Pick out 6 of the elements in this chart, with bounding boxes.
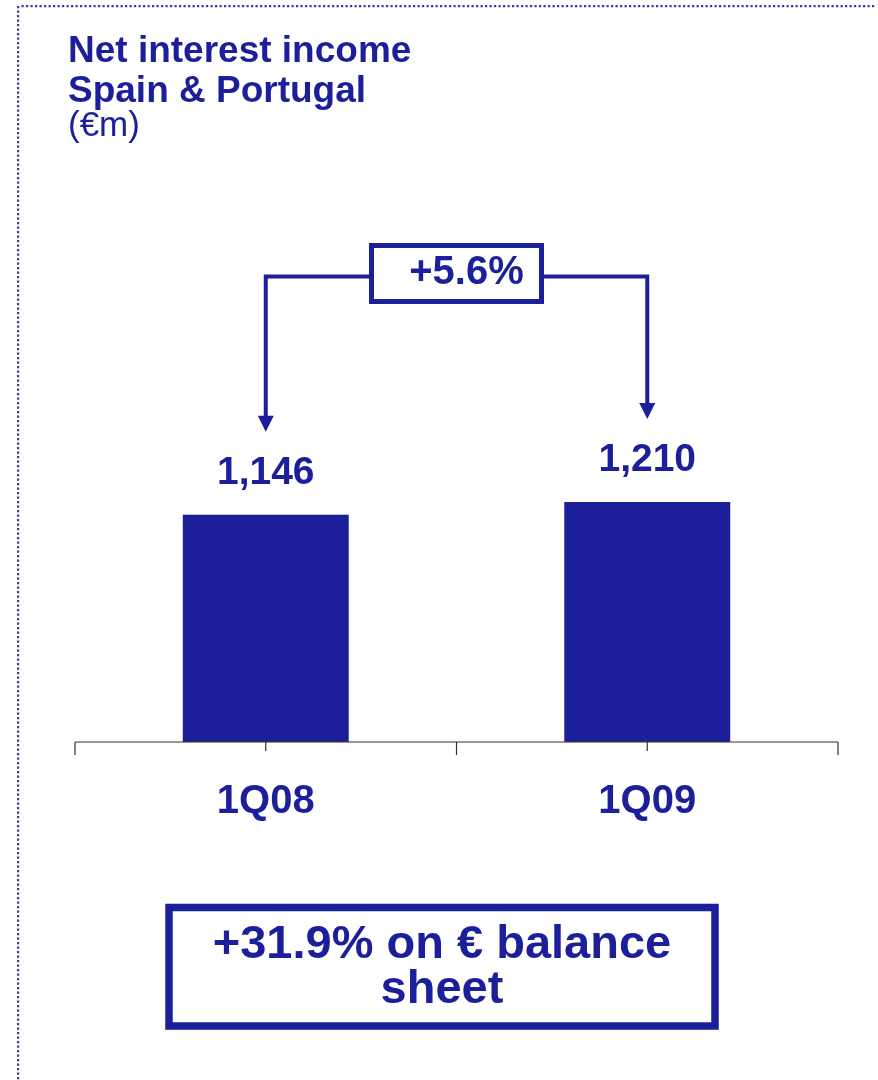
data-label: 1,210	[598, 436, 697, 479]
text: +5.6%	[409, 248, 524, 292]
data-label: 1,146	[216, 448, 315, 492]
x-tick-label: 1Q08	[216, 777, 315, 821]
x-tick-label: 1Q09	[598, 777, 697, 821]
text: +31.9% on € balance sheet	[212, 915, 672, 1013]
